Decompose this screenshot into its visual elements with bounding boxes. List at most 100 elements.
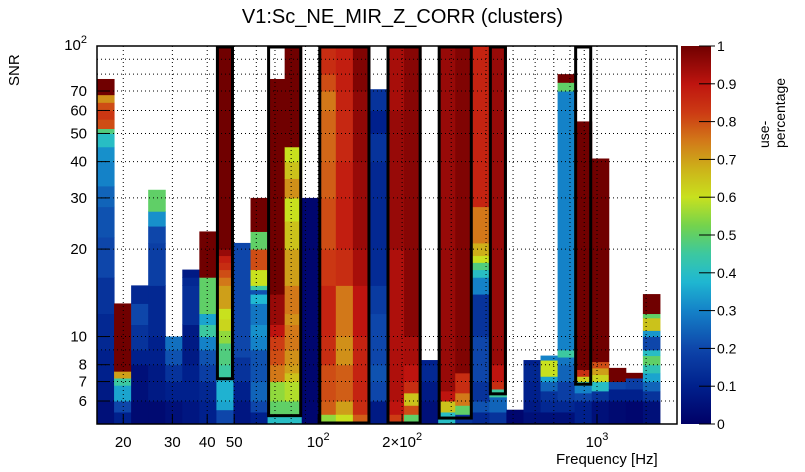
heatmap-cell — [591, 158, 610, 363]
heatmap-cell — [216, 377, 234, 402]
heatmap-cell — [216, 249, 234, 257]
heatmap-cell — [591, 400, 610, 425]
heatmap-cell — [250, 249, 269, 271]
heatmap-cell — [523, 411, 542, 425]
heatmap-cell — [182, 400, 200, 425]
heatmap-cell — [284, 324, 303, 351]
heatmap-cell — [216, 255, 234, 263]
heatmap-cell — [199, 400, 217, 425]
heatmap-cell — [267, 324, 286, 338]
heatmap-cell — [642, 355, 661, 366]
heatmap-cell — [472, 381, 490, 402]
heatmap-cell — [335, 336, 354, 366]
heatmap-cell — [318, 110, 337, 163]
heatmap-cell — [642, 294, 661, 315]
heatmap-cell — [625, 372, 644, 379]
heatmap-cell — [97, 237, 115, 278]
heatmap-cell — [148, 189, 166, 212]
heatmap-cell — [472, 262, 490, 271]
y-tick-label: 30 — [70, 190, 87, 207]
heatmap-cell — [284, 364, 303, 374]
heatmap-cell — [267, 400, 286, 415]
heatmap-cell — [557, 400, 576, 413]
heatmap-cell — [387, 400, 405, 415]
heatmap-cell — [148, 211, 166, 227]
heatmap-cell — [608, 367, 627, 383]
heatmap-cell — [284, 400, 303, 415]
x-tick-label: 30 — [164, 434, 181, 451]
heatmap-cell — [165, 400, 183, 425]
heatmap-cell — [421, 381, 439, 402]
heatmap-cell — [591, 361, 610, 369]
heatmap-cell — [540, 411, 559, 425]
heatmap-cell — [182, 285, 200, 326]
heatmap-cell — [540, 360, 559, 377]
heatmap-cell — [284, 414, 303, 425]
heatmap-cell — [335, 364, 354, 402]
heatmap-cell — [284, 46, 303, 148]
heatmap-cell — [352, 161, 371, 250]
heatmap-cell — [216, 277, 234, 286]
heatmap-cell — [250, 285, 269, 291]
heatmap-cell — [267, 381, 286, 402]
heatmap-cell — [97, 128, 115, 134]
heatmap-cell — [591, 390, 610, 402]
heatmap-cell — [523, 360, 542, 366]
heatmap-cell — [421, 400, 439, 425]
heatmap-cell — [165, 336, 183, 351]
heatmap-cell — [267, 414, 286, 425]
y-tick-label: 6 — [79, 393, 87, 410]
heatmap-cell — [148, 226, 166, 244]
heatmap-cell — [472, 255, 490, 263]
heatmap-cell — [165, 381, 183, 402]
heatmap-cell — [642, 381, 661, 392]
heatmap-cell — [540, 355, 559, 361]
heatmap-cell — [182, 324, 200, 366]
heatmap-cell — [404, 336, 422, 366]
x-tick-label: 103 — [586, 431, 609, 451]
heatmap-cell — [335, 400, 354, 415]
highlight-boxes — [215, 45, 593, 425]
heatmap-cell — [284, 313, 303, 326]
heatmap-cell — [574, 392, 593, 402]
heatmap-cell — [267, 364, 286, 383]
colorbar-tick-label: 0.4 — [717, 265, 737, 281]
heatmap-cell — [284, 372, 303, 383]
y-tick-label: 50 — [70, 125, 87, 142]
heatmap-cell — [216, 285, 234, 309]
chart-title: V1:Sc_NE_MIR_Z_CORR (clusters) — [241, 6, 564, 28]
heatmap-cell — [284, 197, 303, 222]
heatmap-cell — [250, 400, 269, 413]
colorbar-tick-label: 0.7 — [717, 151, 737, 167]
heatmap-cell — [250, 197, 269, 232]
heatmap-cell — [369, 364, 388, 383]
heatmap-cell — [284, 220, 303, 250]
heatmap-cell — [318, 249, 337, 286]
heatmap-cell — [404, 381, 422, 394]
heatmap-cell — [318, 74, 337, 92]
heatmap-cell — [540, 381, 559, 392]
heatmap-cell — [131, 364, 149, 402]
heatmap-cell — [523, 364, 542, 383]
x-tick-label: 102 — [307, 431, 330, 451]
heatmap-cell — [404, 364, 422, 383]
heatmap-cell — [199, 349, 217, 366]
heatmap-cell — [472, 411, 490, 425]
heatmap-cell — [97, 411, 115, 425]
heatmap-cell — [352, 400, 371, 415]
heatmap-cell — [216, 46, 234, 250]
heatmap-cell — [199, 336, 217, 351]
heatmap-cell — [199, 364, 217, 383]
highlight-box — [215, 45, 234, 381]
heatmap-cell — [625, 400, 644, 425]
heatmap-cell — [233, 357, 252, 383]
colorbar-tick-label: 0 — [717, 416, 725, 432]
heatmap-cell — [284, 349, 303, 366]
heatmap-cell — [352, 336, 371, 402]
heatmap-cell — [455, 46, 473, 374]
heatmap-cell — [131, 324, 149, 351]
heatmap-cell — [216, 409, 234, 425]
heatmap-cell — [642, 313, 661, 319]
heatmap-cell — [387, 110, 405, 250]
heatmap-cell — [165, 349, 183, 366]
